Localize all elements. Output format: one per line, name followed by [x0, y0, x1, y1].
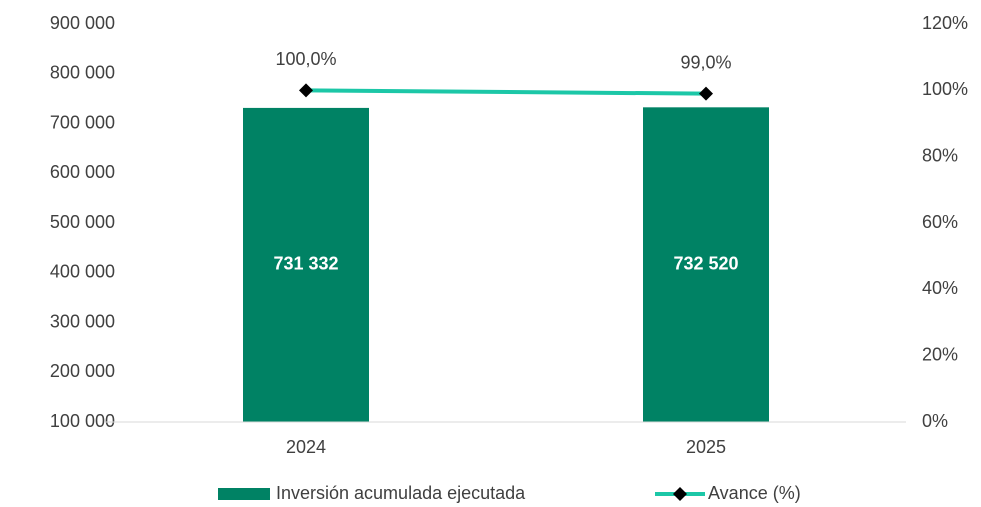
y-tick-label: 900 000: [50, 13, 115, 33]
legend-marker: [673, 487, 687, 501]
y2-tick-label: 40%: [922, 278, 958, 298]
y-tick-label: 700 000: [50, 112, 115, 132]
y-tick-label: 300 000: [50, 311, 115, 331]
y2-tick-label: 60%: [922, 212, 958, 232]
y2-tick-label: 80%: [922, 145, 958, 165]
legend-swatch: [218, 488, 270, 500]
bar: [643, 107, 769, 423]
y2-tick-label: 120%: [922, 13, 968, 33]
legend-label: Inversión acumulada ejecutada: [276, 483, 526, 503]
line-marker: [299, 83, 313, 98]
legend-label: Avance (%): [708, 483, 801, 503]
y-tick-label: 400 000: [50, 262, 115, 282]
bar: [243, 107, 369, 423]
x-tick-label: 2024: [286, 437, 326, 457]
bar-value-label: 732 520: [673, 253, 738, 273]
y-tick-label: 200 000: [50, 361, 115, 381]
line-value-label: 100,0%: [275, 49, 336, 69]
bar-value-label: 731 332: [273, 254, 338, 274]
line-value-label: 99,0%: [680, 52, 731, 72]
y2-tick-label: 100%: [922, 79, 968, 99]
line-marker: [699, 86, 713, 101]
y-tick-label: 100 000: [50, 411, 115, 431]
line: [305, 88, 707, 96]
x-tick-label: 2025: [686, 437, 726, 457]
y-tick-label: 800 000: [50, 63, 115, 83]
y-tick-label: 500 000: [50, 212, 115, 232]
y2-tick-label: 0%: [922, 411, 948, 431]
y2-tick-label: 20%: [922, 344, 958, 364]
y-tick-label: 600 000: [50, 162, 115, 182]
